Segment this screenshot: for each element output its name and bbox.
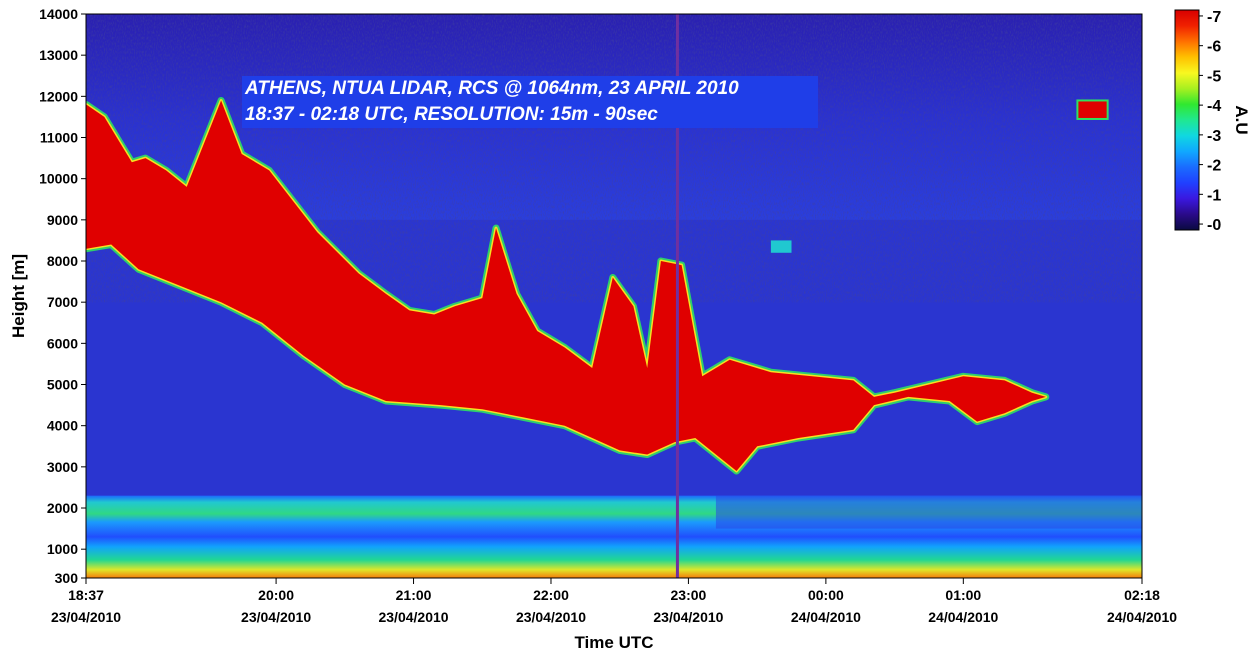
y-tick-label: 5000	[47, 377, 78, 393]
axes: 300 1000 2000 3000 4000 5000 6000 7000 8000 9000 1…	[9, 6, 1177, 652]
colorbar-tick-label: -6	[1207, 39, 1221, 56]
colorbar-tick-label: -1	[1207, 187, 1221, 204]
y-tick-label: 300	[55, 570, 79, 586]
colorbar-tick-label: -5	[1207, 68, 1221, 85]
y-tick-label: 9000	[47, 212, 78, 228]
y-tick-label: 1000	[47, 541, 78, 557]
x-tick-time: 18:37	[68, 587, 104, 603]
x-tick-date: 24/04/2010	[791, 609, 861, 625]
x-tick-time: 22:00	[533, 587, 569, 603]
dust-layer	[86, 100, 1046, 471]
x-tick-date: 24/04/2010	[1107, 609, 1177, 625]
x-tick-date: 23/04/2010	[653, 609, 723, 625]
x-tick-time: 00:00	[808, 587, 844, 603]
y-tick-label: 3000	[47, 459, 78, 475]
colorbar: -7 -6 -5 -4 -3 -2 -1 -0 A.U	[1174, 9, 1251, 234]
y-tick-label: 8000	[47, 253, 78, 269]
chart-title: ATHENS, NTUA LIDAR, RCS @ 1064nm, 23 APR…	[242, 76, 818, 128]
y-tick-label: 13000	[39, 47, 78, 63]
x-tick-time: 21:00	[396, 587, 432, 603]
colorbar-tick-label: -7	[1207, 9, 1221, 26]
x-tick-time: 23:00	[671, 587, 707, 603]
colorbar-tick-label: -0	[1207, 217, 1221, 234]
y-tick-label: 6000	[47, 335, 78, 351]
x-axis-title: Time UTC	[574, 633, 653, 652]
colorbar-tick-label: -4	[1207, 98, 1221, 115]
y-tick-label: 14000	[39, 6, 78, 22]
high-cloud-patch	[1076, 99, 1109, 120]
small-cloud-patch	[770, 240, 792, 253]
x-tick-time: 20:00	[258, 587, 294, 603]
x-tick-date: 23/04/2010	[241, 609, 311, 625]
y-axis-title: Height [m]	[9, 254, 28, 338]
colorbar-tick-label: -2	[1207, 158, 1221, 175]
y-tick-label: 7000	[47, 294, 78, 310]
x-tick-date: 24/04/2010	[928, 609, 998, 625]
colorbar-gradient	[1174, 9, 1200, 231]
boundary-layer-fade	[715, 495, 1142, 529]
y-tick-label: 11000	[40, 130, 78, 146]
title-line-1: ATHENS, NTUA LIDAR, RCS @ 1064nm, 23 APR…	[245, 78, 739, 99]
y-tick-label: 10000	[39, 171, 78, 187]
plot-frame	[85, 13, 1143, 579]
title-line-2: 18:37 - 02:18 UTC, RESOLUTION: 15m - 90s…	[245, 104, 658, 125]
x-tick-date: 23/04/2010	[516, 609, 586, 625]
x-tick-time: 01:00	[945, 587, 981, 603]
y-tick-label: 12000	[39, 88, 78, 104]
y-tick-label: 2000	[47, 500, 78, 516]
x-tick-time: 02:18	[1124, 587, 1160, 603]
y-tick-label: 4000	[47, 418, 78, 434]
x-tick-date: 23/04/2010	[51, 609, 121, 625]
colorbar-label: A.U	[1232, 105, 1251, 134]
x-tick-date: 23/04/2010	[378, 609, 448, 625]
colorbar-tick-label: -3	[1207, 128, 1221, 145]
